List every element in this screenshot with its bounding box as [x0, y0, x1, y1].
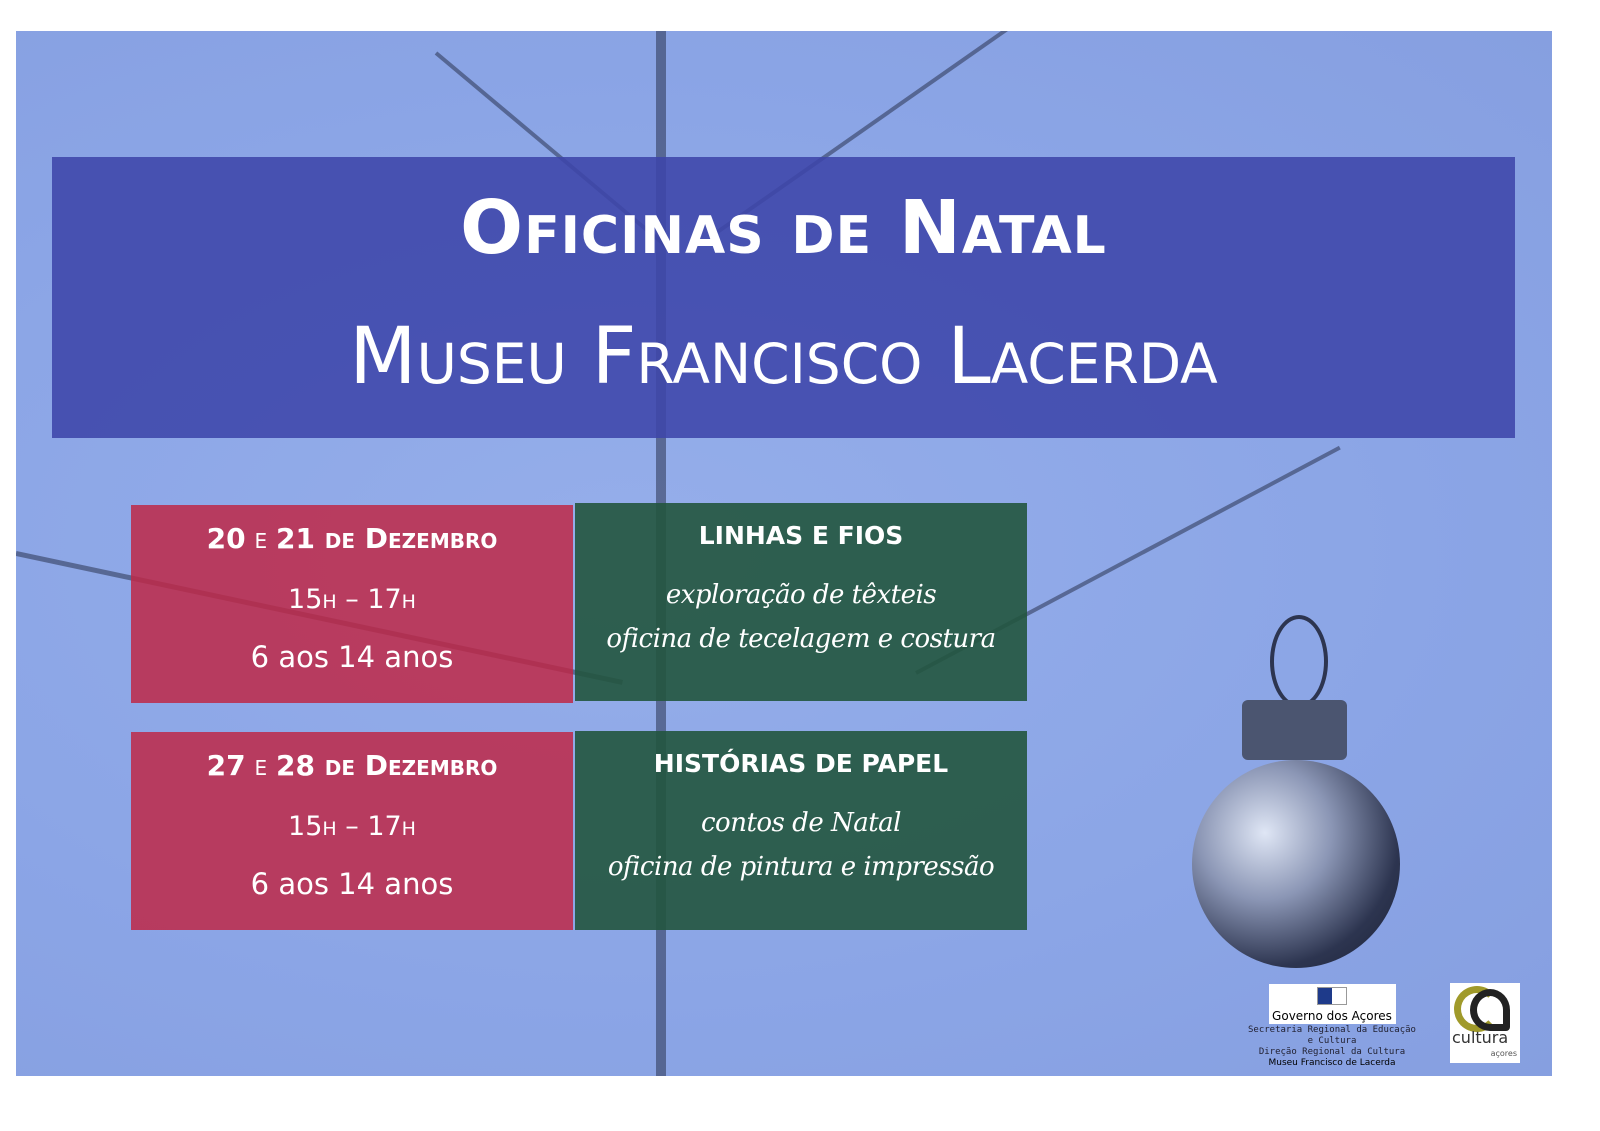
- session-1-dates: 20 e 21 de Dezembro 15h – 17h 6 aos 14 a…: [131, 505, 573, 703]
- date-start: 20: [206, 522, 246, 555]
- cultura-text: cultura: [1452, 1028, 1509, 1047]
- session-2-workshop: HISTÓRIAS DE PAPEL contos de Natal ofici…: [575, 731, 1027, 930]
- session-2-dates: 27 e 28 de Dezembro 15h – 17h 6 aos 14 a…: [131, 732, 573, 930]
- logo-ring-icon: [1454, 986, 1500, 1032]
- cultura-acores-logo: cultura açores: [1450, 983, 1520, 1063]
- title-banner: Oficinas de Natal Museu Francisco Lacerd…: [52, 157, 1515, 438]
- credit-line: e Cultura: [1307, 1036, 1357, 1046]
- session-ages: 6 aos 14 anos: [250, 640, 454, 674]
- page-subtitle: Museu Francisco Lacerda: [349, 312, 1218, 402]
- date-month: de Dezembro: [314, 749, 498, 782]
- credit-line: Direção Regional da Cultura: [1258, 1047, 1406, 1057]
- workshop-desc: oficina de pintura e impressão: [607, 852, 995, 882]
- acores-text: açores: [1490, 1049, 1517, 1058]
- session-date: 27 e 28 de Dezembro: [207, 748, 498, 784]
- credit-line: Secretaria Regional da Educação: [1248, 1025, 1416, 1035]
- session-date: 20 e 21 de Dezembro: [207, 521, 498, 557]
- session-time: 15h – 17h: [288, 584, 416, 615]
- logo-a-icon: [1470, 989, 1510, 1031]
- date-start: 27: [206, 749, 246, 782]
- footer-credits-block: Governo dos Açores Secretaria Regional d…: [1222, 984, 1442, 1069]
- workshop-desc: exploração de têxteis: [665, 580, 937, 610]
- ornament-cap: [1242, 700, 1347, 760]
- ornament-hook: [1270, 615, 1328, 708]
- date-conj: e: [245, 522, 277, 555]
- workshop-title: LINHAS E FIOS: [698, 521, 904, 550]
- page-title: Oficinas de Natal: [460, 185, 1107, 271]
- gov-logo-text: Governo dos Açores: [1272, 1009, 1392, 1023]
- workshop-title: HISTÓRIAS DE PAPEL: [653, 749, 949, 778]
- session-1-workshop: LINHAS E FIOS exploração de têxteis ofic…: [575, 503, 1027, 701]
- governo-acores-logo: Governo dos Açores: [1268, 984, 1396, 1024]
- museum-credit: Museu Francisco de Lacerda: [1268, 1058, 1396, 1068]
- session-time: 15h – 17h: [288, 811, 416, 842]
- workshop-desc: contos de Natal: [701, 808, 901, 838]
- date-month: de Dezembro: [314, 522, 498, 555]
- session-ages: 6 aos 14 anos: [250, 867, 454, 901]
- date-conj: e: [245, 749, 277, 782]
- date-end: 21: [276, 522, 315, 555]
- date-end: 28: [276, 749, 315, 782]
- footer-credits: Secretaria Regional da Educação e Cultur…: [1248, 1025, 1416, 1058]
- workshop-desc: oficina de tecelagem e costura: [606, 624, 996, 654]
- christmas-ornament: [1192, 760, 1400, 968]
- azores-flag-icon: [1317, 987, 1347, 1005]
